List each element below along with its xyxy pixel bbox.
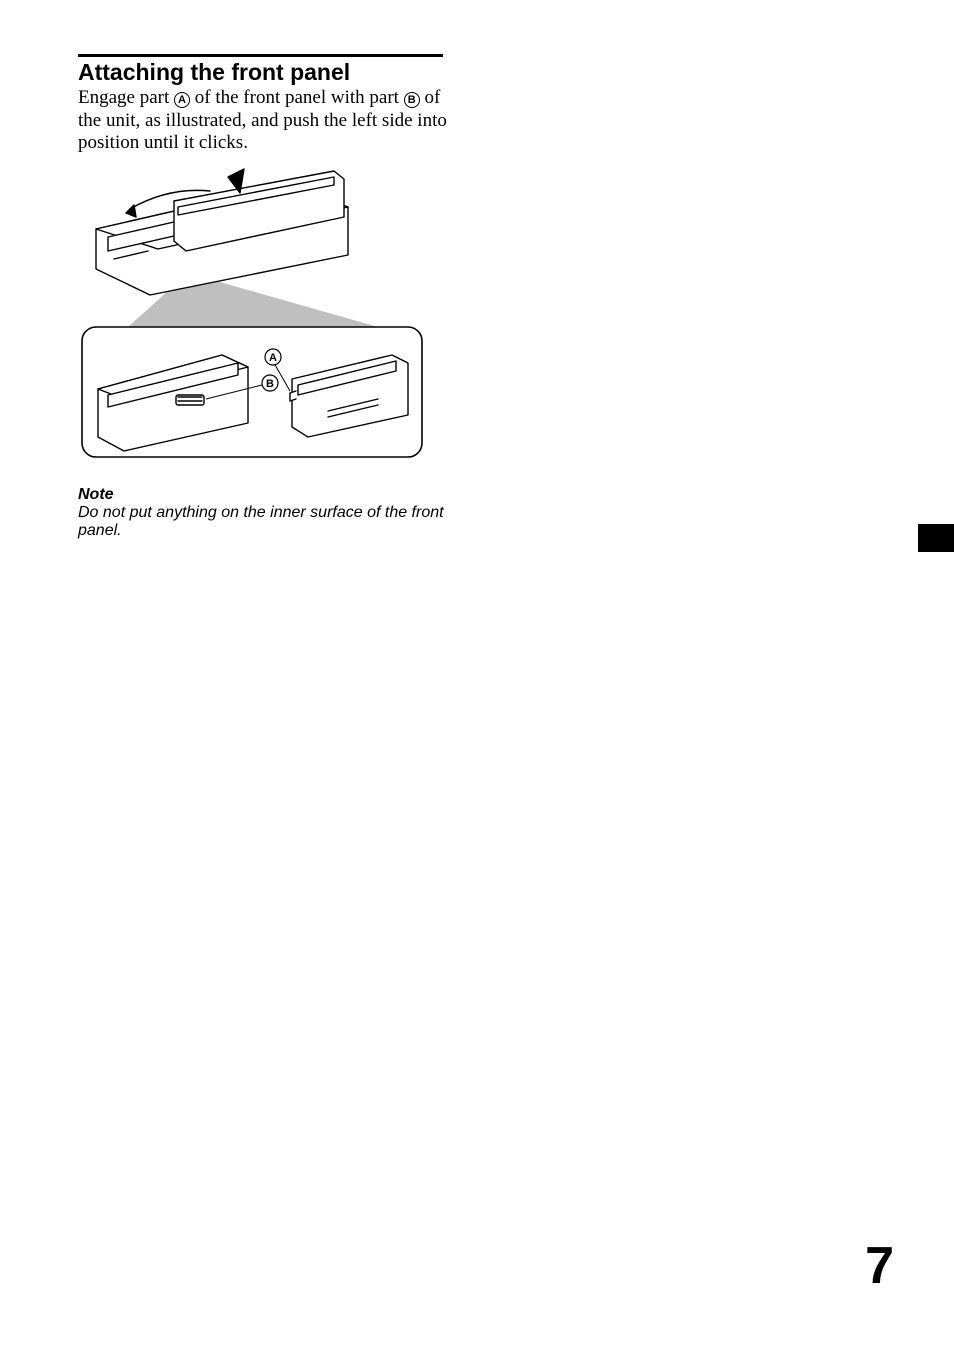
body-text-1: Engage part bbox=[78, 87, 174, 108]
label-a-text: A bbox=[269, 352, 277, 364]
content-column: Attaching the front panel Engage part A … bbox=[78, 54, 468, 541]
illustration-svg: A B bbox=[78, 167, 426, 467]
upper-drawing bbox=[96, 169, 348, 295]
body-paragraph: Engage part A of the front panel with pa… bbox=[78, 87, 468, 154]
illustration: A B bbox=[78, 167, 426, 472]
label-b-inline: B bbox=[404, 92, 420, 108]
note-heading: Note bbox=[78, 486, 468, 504]
note-body: Do not put anything on the inner surface… bbox=[78, 504, 468, 542]
body-text-2: of the front panel with part bbox=[190, 87, 404, 108]
section-heading: Attaching the front panel bbox=[78, 60, 468, 85]
heading-rule bbox=[78, 54, 443, 57]
page: Attaching the front panel Engage part A … bbox=[0, 0, 954, 1352]
side-index-tab bbox=[918, 524, 954, 552]
page-number: 7 bbox=[865, 1236, 894, 1296]
label-b-text: B bbox=[266, 378, 274, 390]
label-a-inline: A bbox=[174, 92, 190, 108]
